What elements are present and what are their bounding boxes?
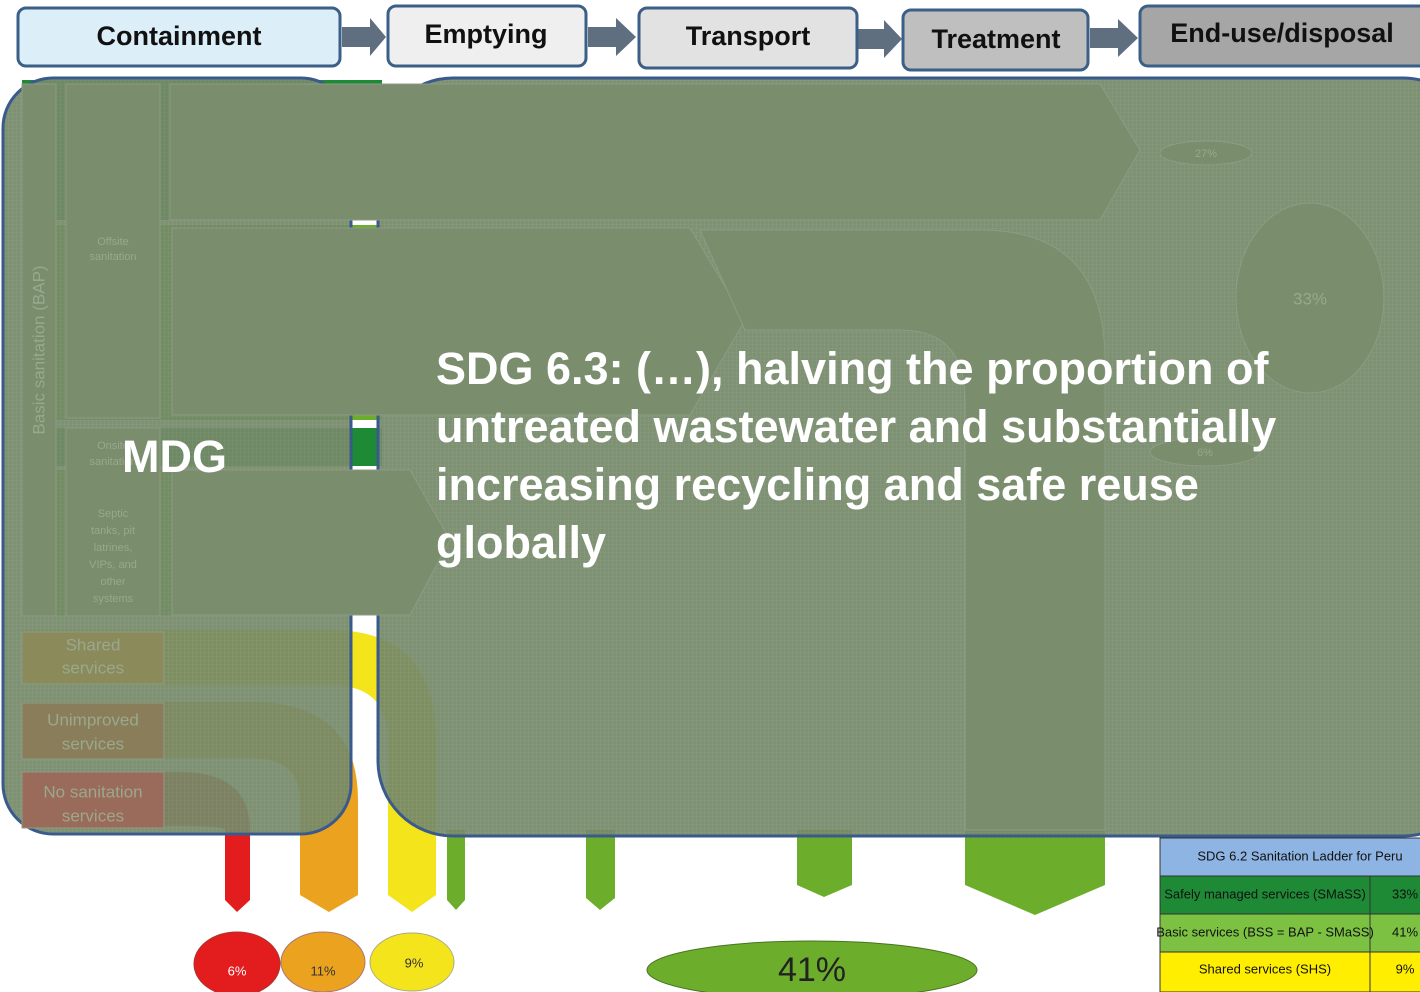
- faint-box: [21, 631, 165, 685]
- faint-labels: Basic sanitation (BAP) Offsite sanitatio…: [29, 148, 1327, 826]
- stages: Containment Emptying Transport Treatment…: [16, 4, 1420, 72]
- stage-label: Emptying: [424, 19, 547, 49]
- table-cell: [1159, 913, 1371, 953]
- faint-label: systems: [93, 593, 134, 605]
- table-cell: [1159, 875, 1371, 915]
- faint-label: other: [100, 576, 125, 588]
- faint-bubble: [1149, 437, 1261, 467]
- faint-label: services: [62, 806, 124, 825]
- table-cell: [1159, 951, 1371, 992]
- sdg-text: SDG 6.3: (…), halving the proportion of: [436, 343, 1269, 394]
- flow: [797, 830, 852, 897]
- bubble: [646, 940, 978, 992]
- faint-label: Basic sanitation (BAP): [29, 265, 48, 434]
- faint-label: Septic: [98, 508, 129, 520]
- faint-label: sanitation: [89, 251, 136, 263]
- faint-arrow: [171, 469, 451, 616]
- faint-label: latrines,: [94, 542, 133, 554]
- faint-bubble: [1159, 140, 1253, 166]
- arrow: [588, 18, 636, 56]
- bubbles: 6% 11% 9% 41%: [193, 931, 978, 992]
- faint-label: tanks, pit: [91, 525, 135, 537]
- faint-label: VIPs, and: [89, 559, 137, 571]
- stage-label: Treatment: [931, 24, 1060, 54]
- faint-box: [65, 427, 161, 617]
- faint-box: [21, 771, 165, 829]
- bubble: [369, 932, 455, 992]
- share-label: 9%: [405, 955, 424, 970]
- table-cell: [1369, 951, 1420, 992]
- faint-shapes: [21, 83, 1385, 831]
- faint-label: 27%: [1195, 148, 1217, 160]
- flow: [586, 830, 615, 910]
- faint-label: Onsite: [97, 440, 129, 452]
- stage-box: [16, 6, 342, 68]
- sdg-text: globally: [436, 517, 606, 568]
- flow: [447, 830, 465, 910]
- stage-label: End-use/disposal: [1170, 18, 1394, 48]
- faint-flow: [699, 229, 1106, 831]
- bubble: [193, 931, 281, 992]
- stage-label: Containment: [97, 21, 262, 51]
- share-label: 6%: [228, 963, 247, 978]
- faint-label: Offsite: [97, 236, 129, 248]
- faint-label: sanitation: [89, 456, 136, 468]
- table-cell-text: 9%: [1396, 961, 1415, 976]
- stage-label: Transport: [686, 21, 811, 51]
- faint-box: [65, 83, 161, 419]
- faint-label: Unimproved: [47, 710, 139, 729]
- share-label: 11%: [310, 963, 335, 978]
- faint-label: 33%: [1293, 289, 1327, 308]
- table-cell-text: 33%: [1392, 886, 1418, 901]
- table-title: SDG 6.2 Sanitation Ladder for Peru: [1197, 848, 1402, 863]
- faint-label: No sanitation: [43, 782, 142, 801]
- arrow: [1090, 19, 1138, 57]
- table-cell-text: Basic services (BSS = BAP - SMaSS): [1156, 924, 1374, 939]
- mdg-label: MDG: [122, 431, 227, 482]
- sdg-text: increasing recycling and safe reuse: [436, 459, 1199, 510]
- stage-box: [386, 4, 588, 68]
- faint-label: services: [62, 734, 124, 753]
- table-cell-text: 41%: [1392, 924, 1418, 939]
- share-label: 41%: [778, 951, 846, 989]
- faint-box: [21, 702, 165, 760]
- stage-box: [637, 6, 859, 70]
- faint-bubble: [1235, 202, 1385, 394]
- table-cell-text: Shared services (SHS): [1199, 961, 1331, 976]
- faint-label: services: [62, 658, 124, 677]
- flow: [965, 830, 1105, 915]
- arrow: [858, 20, 902, 58]
- table-cell-text: Safely managed services (SMaSS): [1164, 886, 1366, 901]
- table-cell: [1369, 913, 1420, 953]
- faint-arrow: [169, 83, 1141, 221]
- faint-box: [21, 83, 57, 617]
- stage-box: [1138, 4, 1420, 68]
- arrow: [342, 18, 386, 56]
- faint-label: Shared: [66, 635, 121, 654]
- faint-arrow: [171, 227, 746, 416]
- faint-label: 6%: [1197, 447, 1213, 459]
- sdg-text: untreated wastewater and substantially: [436, 401, 1276, 452]
- sanitation-table: SDG 6.2 Sanitation Ladder for Peru Safel…: [1156, 837, 1420, 992]
- bubble: [280, 931, 366, 992]
- stage-box: [901, 8, 1090, 72]
